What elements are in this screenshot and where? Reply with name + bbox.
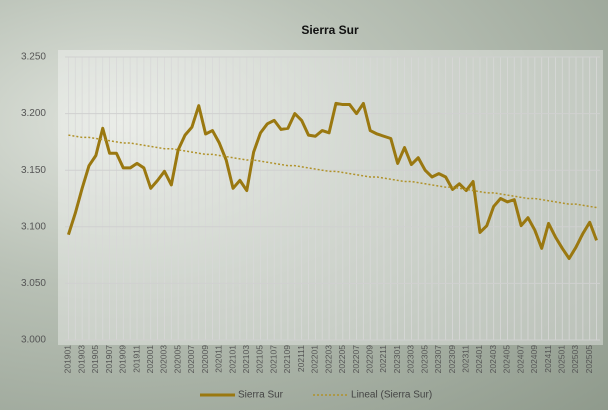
x-tick-label: 201901: [63, 345, 73, 374]
x-tick-label: 202307: [433, 345, 443, 374]
legend-label: Lineal (Sierra Sur): [351, 390, 432, 401]
plot-area: [58, 50, 603, 345]
x-tick-label: 202001: [145, 345, 155, 374]
x-tick-label: 202407: [515, 345, 525, 374]
x-tick-label: 202111: [296, 345, 306, 372]
x-tick-label: 202211: [378, 345, 388, 373]
x-tick-label: 202301: [392, 345, 402, 374]
x-tick-label: 202209: [364, 345, 374, 374]
x-tick-label: 202003: [159, 345, 169, 374]
x-tick-label: 202201: [310, 345, 320, 374]
x-tick-label: 202109: [282, 345, 292, 374]
y-tick-label: 3.100: [21, 221, 46, 232]
x-tick-label: 202011: [214, 345, 224, 373]
x-tick-label: 202305: [419, 345, 429, 374]
x-tick-label: 202403: [488, 345, 498, 374]
series-line: [68, 134, 597, 209]
series-line: [67, 101, 598, 260]
x-tick-label: 201903: [76, 345, 86, 374]
x-tick-label: 202101: [227, 345, 237, 374]
x-tick-label: 202501: [557, 345, 567, 374]
x-tick-label: 202411: [543, 345, 553, 373]
x-tick-label: 202105: [255, 345, 265, 374]
x-tick-label: 202405: [502, 345, 512, 374]
x-tick-label: 202009: [200, 345, 210, 374]
x-tick-label: 202103: [241, 345, 251, 374]
x-tick-label: 201905: [90, 345, 100, 374]
x-tick-label: 202107: [268, 345, 278, 374]
x-tick-label: 202303: [406, 345, 416, 374]
x-tick-label: 202409: [529, 345, 539, 374]
x-tick-label: 202005: [172, 345, 182, 374]
chart-title: Sierra Sur: [301, 23, 359, 37]
y-tick-label: 3.250: [21, 52, 46, 63]
x-tick-label: 201909: [118, 345, 128, 374]
x-tick-label: 202503: [570, 345, 580, 374]
x-tick-label: 202203: [323, 345, 333, 374]
x-tick-label: 201911: [131, 345, 141, 373]
x-tick-label: 202505: [584, 345, 594, 374]
x-tick-label: 202207: [351, 345, 361, 374]
x-tick-label: 202401: [474, 345, 484, 374]
y-tick-label: 3.050: [21, 278, 46, 289]
x-tick-label: 201907: [104, 345, 114, 374]
y-tick-label: 3.150: [21, 165, 46, 176]
x-tick-label: 202007: [186, 345, 196, 374]
x-tick-label: 202205: [337, 345, 347, 374]
legend-label: Sierra Sur: [238, 390, 284, 401]
y-tick-label: 3.200: [21, 108, 46, 119]
x-tick-label: 202309: [447, 345, 457, 374]
y-tick-label: 3.000: [21, 335, 46, 346]
x-tick-label: 202311: [461, 345, 471, 373]
